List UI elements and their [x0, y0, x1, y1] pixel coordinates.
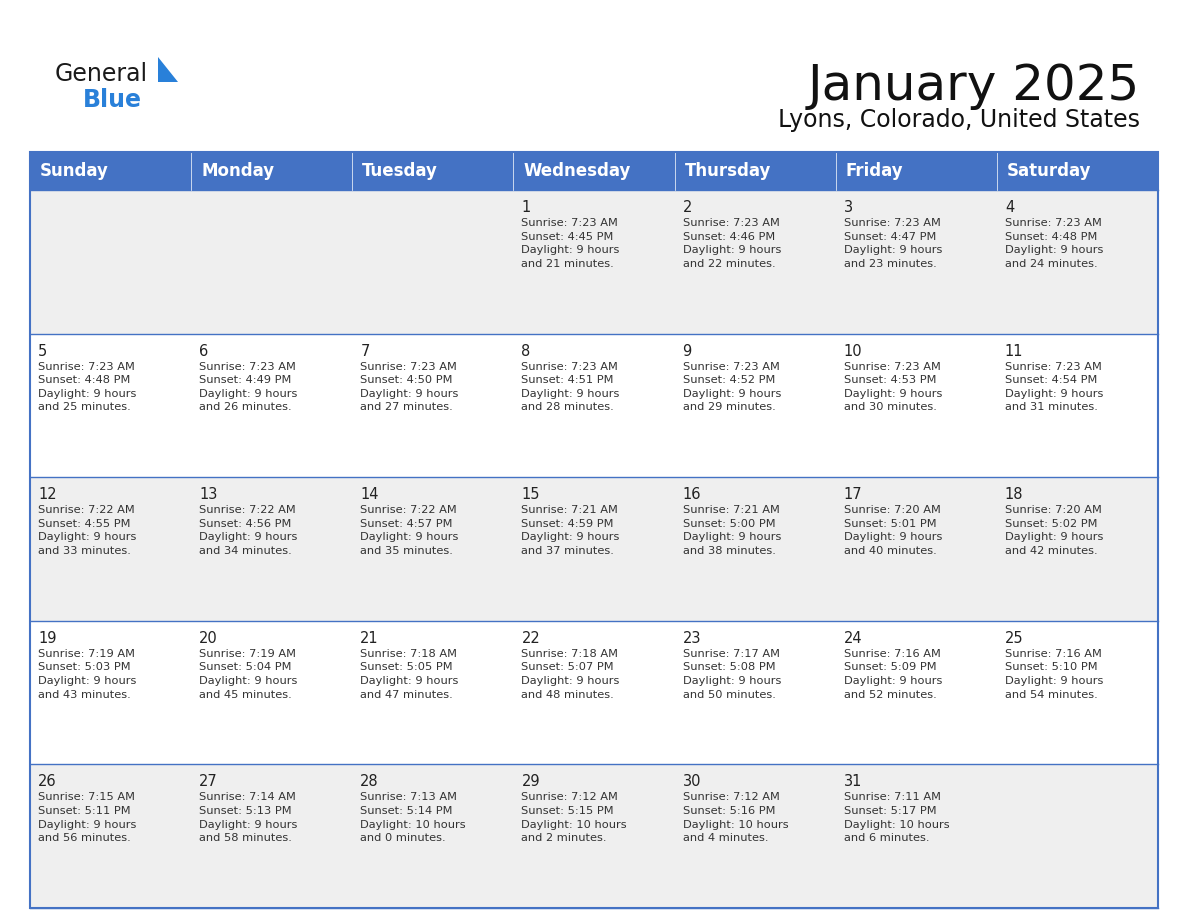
Text: 23: 23 — [683, 631, 701, 645]
Text: 21: 21 — [360, 631, 379, 645]
Text: Saturday: Saturday — [1007, 162, 1092, 180]
Text: 3: 3 — [843, 200, 853, 215]
Text: Sunrise: 7:23 AM
Sunset: 4:50 PM
Daylight: 9 hours
and 27 minutes.: Sunrise: 7:23 AM Sunset: 4:50 PM Dayligh… — [360, 362, 459, 412]
Text: Sunrise: 7:18 AM
Sunset: 5:05 PM
Daylight: 9 hours
and 47 minutes.: Sunrise: 7:18 AM Sunset: 5:05 PM Dayligh… — [360, 649, 459, 700]
Text: Sunrise: 7:23 AM
Sunset: 4:48 PM
Daylight: 9 hours
and 24 minutes.: Sunrise: 7:23 AM Sunset: 4:48 PM Dayligh… — [1005, 218, 1104, 269]
Bar — [30, 477, 1158, 621]
Bar — [30, 333, 1158, 477]
Text: 2: 2 — [683, 200, 691, 215]
Text: Sunrise: 7:22 AM
Sunset: 4:56 PM
Daylight: 9 hours
and 34 minutes.: Sunrise: 7:22 AM Sunset: 4:56 PM Dayligh… — [200, 505, 297, 556]
Bar — [30, 765, 1158, 908]
Text: January 2025: January 2025 — [808, 62, 1140, 110]
Text: 7: 7 — [360, 343, 369, 359]
Text: 5: 5 — [38, 343, 48, 359]
Text: Sunrise: 7:23 AM
Sunset: 4:53 PM
Daylight: 9 hours
and 30 minutes.: Sunrise: 7:23 AM Sunset: 4:53 PM Dayligh… — [843, 362, 942, 412]
Text: 14: 14 — [360, 487, 379, 502]
Text: Thursday: Thursday — [684, 162, 771, 180]
Text: Sunrise: 7:23 AM
Sunset: 4:52 PM
Daylight: 9 hours
and 29 minutes.: Sunrise: 7:23 AM Sunset: 4:52 PM Dayligh… — [683, 362, 781, 412]
Text: Sunrise: 7:23 AM
Sunset: 4:49 PM
Daylight: 9 hours
and 26 minutes.: Sunrise: 7:23 AM Sunset: 4:49 PM Dayligh… — [200, 362, 297, 412]
Text: 13: 13 — [200, 487, 217, 502]
Text: Sunrise: 7:23 AM
Sunset: 4:48 PM
Daylight: 9 hours
and 25 minutes.: Sunrise: 7:23 AM Sunset: 4:48 PM Dayligh… — [38, 362, 137, 412]
Polygon shape — [158, 57, 178, 82]
Text: Sunrise: 7:23 AM
Sunset: 4:45 PM
Daylight: 9 hours
and 21 minutes.: Sunrise: 7:23 AM Sunset: 4:45 PM Dayligh… — [522, 218, 620, 269]
Bar — [30, 152, 1158, 190]
Bar — [30, 621, 1158, 765]
Text: Lyons, Colorado, United States: Lyons, Colorado, United States — [778, 108, 1140, 132]
Text: 10: 10 — [843, 343, 862, 359]
Text: General: General — [55, 62, 148, 86]
Text: 1: 1 — [522, 200, 531, 215]
Text: 19: 19 — [38, 631, 57, 645]
Text: 20: 20 — [200, 631, 217, 645]
Bar — [30, 152, 1158, 908]
Text: Sunrise: 7:14 AM
Sunset: 5:13 PM
Daylight: 9 hours
and 58 minutes.: Sunrise: 7:14 AM Sunset: 5:13 PM Dayligh… — [200, 792, 297, 844]
Text: Wednesday: Wednesday — [524, 162, 631, 180]
Text: Sunrise: 7:16 AM
Sunset: 5:10 PM
Daylight: 9 hours
and 54 minutes.: Sunrise: 7:16 AM Sunset: 5:10 PM Dayligh… — [1005, 649, 1104, 700]
Text: Sunrise: 7:15 AM
Sunset: 5:11 PM
Daylight: 9 hours
and 56 minutes.: Sunrise: 7:15 AM Sunset: 5:11 PM Dayligh… — [38, 792, 137, 844]
Text: Sunrise: 7:22 AM
Sunset: 4:57 PM
Daylight: 9 hours
and 35 minutes.: Sunrise: 7:22 AM Sunset: 4:57 PM Dayligh… — [360, 505, 459, 556]
Text: 17: 17 — [843, 487, 862, 502]
Text: Sunrise: 7:17 AM
Sunset: 5:08 PM
Daylight: 9 hours
and 50 minutes.: Sunrise: 7:17 AM Sunset: 5:08 PM Dayligh… — [683, 649, 781, 700]
Text: 12: 12 — [38, 487, 57, 502]
Text: Sunrise: 7:16 AM
Sunset: 5:09 PM
Daylight: 9 hours
and 52 minutes.: Sunrise: 7:16 AM Sunset: 5:09 PM Dayligh… — [843, 649, 942, 700]
Text: Sunrise: 7:19 AM
Sunset: 5:03 PM
Daylight: 9 hours
and 43 minutes.: Sunrise: 7:19 AM Sunset: 5:03 PM Dayligh… — [38, 649, 137, 700]
Text: Monday: Monday — [201, 162, 274, 180]
Text: Sunday: Sunday — [40, 162, 109, 180]
Text: 9: 9 — [683, 343, 691, 359]
Text: 6: 6 — [200, 343, 208, 359]
Text: 30: 30 — [683, 775, 701, 789]
Text: Sunrise: 7:22 AM
Sunset: 4:55 PM
Daylight: 9 hours
and 33 minutes.: Sunrise: 7:22 AM Sunset: 4:55 PM Dayligh… — [38, 505, 137, 556]
Text: Sunrise: 7:13 AM
Sunset: 5:14 PM
Daylight: 10 hours
and 0 minutes.: Sunrise: 7:13 AM Sunset: 5:14 PM Dayligh… — [360, 792, 466, 844]
Text: 27: 27 — [200, 775, 217, 789]
Text: 28: 28 — [360, 775, 379, 789]
Bar — [30, 190, 1158, 333]
Text: Sunrise: 7:23 AM
Sunset: 4:47 PM
Daylight: 9 hours
and 23 minutes.: Sunrise: 7:23 AM Sunset: 4:47 PM Dayligh… — [843, 218, 942, 269]
Text: Blue: Blue — [83, 88, 143, 112]
Text: Friday: Friday — [846, 162, 903, 180]
Text: Sunrise: 7:23 AM
Sunset: 4:46 PM
Daylight: 9 hours
and 22 minutes.: Sunrise: 7:23 AM Sunset: 4:46 PM Dayligh… — [683, 218, 781, 269]
Text: 29: 29 — [522, 775, 541, 789]
Text: 15: 15 — [522, 487, 539, 502]
Text: Sunrise: 7:12 AM
Sunset: 5:16 PM
Daylight: 10 hours
and 4 minutes.: Sunrise: 7:12 AM Sunset: 5:16 PM Dayligh… — [683, 792, 788, 844]
Text: Sunrise: 7:21 AM
Sunset: 5:00 PM
Daylight: 9 hours
and 38 minutes.: Sunrise: 7:21 AM Sunset: 5:00 PM Dayligh… — [683, 505, 781, 556]
Text: 8: 8 — [522, 343, 531, 359]
Text: Tuesday: Tuesday — [362, 162, 438, 180]
Text: 24: 24 — [843, 631, 862, 645]
Text: Sunrise: 7:23 AM
Sunset: 4:54 PM
Daylight: 9 hours
and 31 minutes.: Sunrise: 7:23 AM Sunset: 4:54 PM Dayligh… — [1005, 362, 1104, 412]
Text: Sunrise: 7:18 AM
Sunset: 5:07 PM
Daylight: 9 hours
and 48 minutes.: Sunrise: 7:18 AM Sunset: 5:07 PM Dayligh… — [522, 649, 620, 700]
Text: Sunrise: 7:21 AM
Sunset: 4:59 PM
Daylight: 9 hours
and 37 minutes.: Sunrise: 7:21 AM Sunset: 4:59 PM Dayligh… — [522, 505, 620, 556]
Text: 22: 22 — [522, 631, 541, 645]
Text: Sunrise: 7:12 AM
Sunset: 5:15 PM
Daylight: 10 hours
and 2 minutes.: Sunrise: 7:12 AM Sunset: 5:15 PM Dayligh… — [522, 792, 627, 844]
Text: 18: 18 — [1005, 487, 1023, 502]
Text: 16: 16 — [683, 487, 701, 502]
Text: 11: 11 — [1005, 343, 1023, 359]
Text: 31: 31 — [843, 775, 862, 789]
Text: Sunrise: 7:11 AM
Sunset: 5:17 PM
Daylight: 10 hours
and 6 minutes.: Sunrise: 7:11 AM Sunset: 5:17 PM Dayligh… — [843, 792, 949, 844]
Text: Sunrise: 7:19 AM
Sunset: 5:04 PM
Daylight: 9 hours
and 45 minutes.: Sunrise: 7:19 AM Sunset: 5:04 PM Dayligh… — [200, 649, 297, 700]
Text: 4: 4 — [1005, 200, 1015, 215]
Text: Sunrise: 7:20 AM
Sunset: 5:02 PM
Daylight: 9 hours
and 42 minutes.: Sunrise: 7:20 AM Sunset: 5:02 PM Dayligh… — [1005, 505, 1104, 556]
Text: 26: 26 — [38, 775, 57, 789]
Text: Sunrise: 7:20 AM
Sunset: 5:01 PM
Daylight: 9 hours
and 40 minutes.: Sunrise: 7:20 AM Sunset: 5:01 PM Dayligh… — [843, 505, 942, 556]
Text: 25: 25 — [1005, 631, 1024, 645]
Text: Sunrise: 7:23 AM
Sunset: 4:51 PM
Daylight: 9 hours
and 28 minutes.: Sunrise: 7:23 AM Sunset: 4:51 PM Dayligh… — [522, 362, 620, 412]
